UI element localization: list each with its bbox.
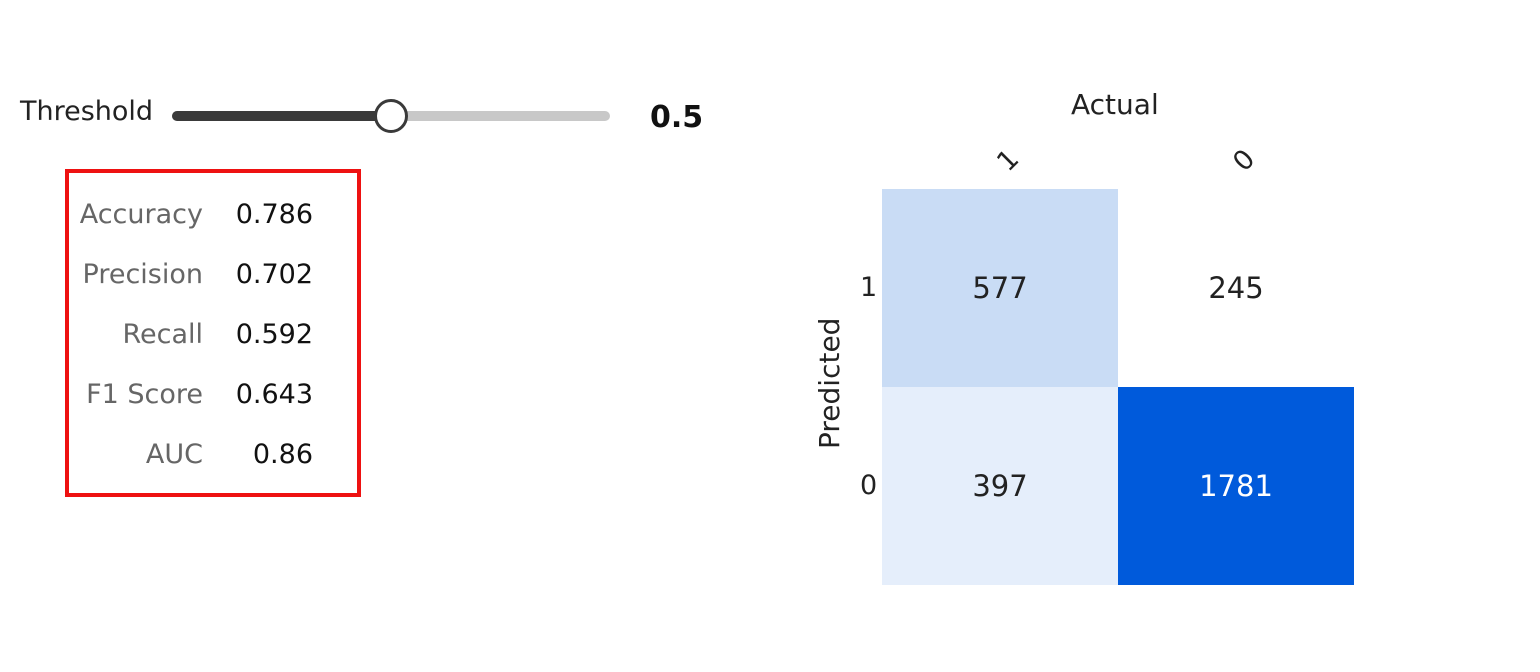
metric-label: Precision: [82, 259, 203, 290]
metric-label: F1 Score: [86, 379, 203, 410]
y-axis-title: Predicted: [813, 317, 846, 449]
metric-row-f1-score: F1 Score 0.643: [69, 379, 357, 439]
metric-label: AUC: [145, 439, 203, 470]
metric-row-precision: Precision 0.702: [69, 259, 357, 319]
matrix-cell: 397: [882, 387, 1118, 585]
metric-label: Recall: [122, 319, 203, 350]
matrix-cell: 577: [882, 189, 1118, 387]
matrix-cell: 245: [1118, 189, 1354, 387]
metric-value: 0.592: [235, 319, 313, 350]
metric-row-accuracy: Accuracy 0.786: [69, 199, 357, 259]
matrix-cell-value: 577: [972, 271, 1028, 305]
x-tick-label: 0: [1227, 143, 1262, 178]
matrix-cell-value: 397: [972, 469, 1028, 503]
metric-value: 0.786: [235, 199, 313, 230]
y-tick-label: 1: [860, 272, 878, 303]
metrics-box: Accuracy 0.786 Precision 0.702 Recall 0.…: [65, 169, 361, 497]
metric-value: 0.702: [235, 259, 313, 290]
threshold-slider[interactable]: [168, 96, 614, 136]
matrix-cell-value: 1781: [1199, 469, 1273, 503]
metric-row-recall: Recall 0.592: [69, 319, 357, 379]
metric-value: 0.643: [235, 379, 313, 410]
slider-thumb[interactable]: [374, 99, 408, 133]
y-tick-label: 0: [860, 470, 878, 501]
metric-label: Accuracy: [79, 199, 203, 230]
metric-value: 0.86: [252, 439, 313, 470]
x-axis-title: Actual: [1071, 88, 1159, 121]
threshold-value: 0.5: [650, 100, 704, 135]
threshold-label: Threshold: [20, 96, 154, 127]
matrix-cell: 1781: [1118, 387, 1354, 585]
matrix-cell-value: 245: [1208, 271, 1264, 305]
slider-fill: [172, 111, 391, 121]
x-tick-label: 1: [991, 143, 1026, 178]
metric-row-auc: AUC 0.86: [69, 439, 357, 499]
